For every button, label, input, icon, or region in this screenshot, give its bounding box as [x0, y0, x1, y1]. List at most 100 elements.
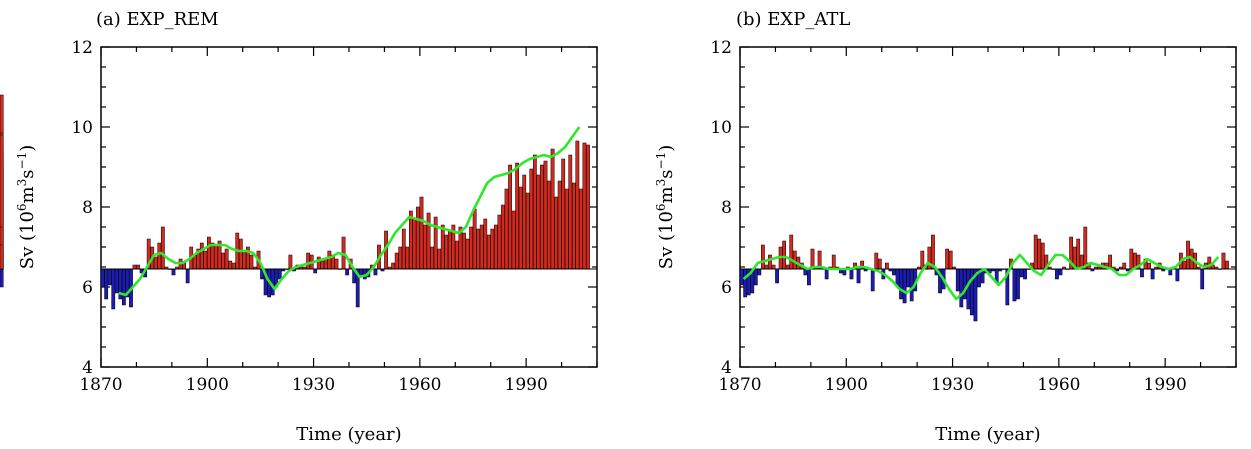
bar — [568, 154, 573, 270]
bar — [1140, 268, 1144, 278]
x-tick-label: 1870 — [718, 375, 761, 395]
plot-frame — [739, 46, 1237, 368]
x-axis-label: Time (year) — [935, 424, 1040, 445]
bar — [959, 268, 964, 308]
bar — [440, 224, 445, 270]
bar — [902, 268, 907, 304]
bar — [508, 164, 512, 270]
bar — [306, 252, 310, 270]
bar — [224, 248, 229, 270]
bar — [157, 242, 162, 270]
bar — [1055, 268, 1059, 280]
bar — [557, 180, 562, 270]
bar — [962, 268, 967, 300]
bar — [122, 268, 126, 306]
chart-title: (b) EXP_ATL — [736, 9, 850, 30]
bar — [476, 228, 481, 270]
bar — [1122, 262, 1127, 270]
bar — [423, 224, 427, 270]
bar — [966, 268, 971, 310]
bar — [504, 188, 509, 270]
bar — [0, 244, 4, 270]
bar — [920, 250, 925, 270]
bar — [743, 268, 748, 298]
bar — [877, 258, 882, 270]
bar — [334, 258, 339, 270]
x-tick-label: 1900 — [825, 375, 868, 395]
bar — [1019, 268, 1024, 278]
bar — [277, 268, 282, 280]
y-tick-labels: 4 6 8 10 12 — [71, 38, 93, 378]
bar — [785, 264, 790, 270]
bar — [970, 268, 974, 316]
bar — [1023, 268, 1027, 280]
bar — [561, 158, 566, 270]
bar — [1037, 238, 1042, 270]
bar — [114, 268, 119, 294]
bar — [104, 268, 109, 300]
bar — [1221, 252, 1226, 270]
bar — [359, 268, 364, 276]
bar — [1040, 242, 1045, 270]
bar — [515, 162, 520, 270]
bar — [909, 268, 914, 302]
bar — [899, 268, 903, 300]
bar — [547, 180, 551, 270]
bar — [288, 254, 293, 270]
bar — [444, 234, 449, 270]
bar-group — [0, 94, 590, 310]
bar — [945, 248, 949, 270]
bar — [486, 234, 491, 270]
bar — [1147, 262, 1151, 270]
x-tick-labels: 1870 1900 1930 1960 1990 — [718, 375, 1186, 395]
bar — [885, 262, 889, 270]
bar — [394, 252, 399, 270]
bar — [532, 154, 537, 270]
bar — [483, 218, 488, 270]
bar — [564, 188, 569, 270]
bar — [412, 218, 417, 270]
bar — [870, 268, 875, 292]
bar — [761, 244, 765, 270]
bar — [171, 268, 176, 276]
x-tick-label: 1900 — [186, 375, 229, 395]
bar — [160, 226, 165, 270]
x-tick-label: 1990 — [505, 375, 548, 395]
bar — [430, 246, 434, 270]
bar — [536, 174, 541, 270]
bar — [270, 268, 275, 296]
bar — [571, 182, 576, 270]
bar — [1076, 238, 1081, 270]
bar — [1012, 268, 1017, 302]
bar — [373, 268, 378, 276]
bar — [497, 214, 502, 270]
bar — [1083, 226, 1088, 270]
bar — [543, 160, 548, 270]
bar — [856, 268, 861, 284]
chart-title: (a) EXP_REM — [96, 9, 219, 30]
bar — [419, 196, 424, 270]
bar — [522, 174, 527, 270]
x-axis-label: Time (year) — [296, 424, 401, 445]
bar — [764, 264, 769, 270]
bar — [518, 186, 523, 270]
bar-group — [0, 226, 1229, 322]
y-tick-label: 8 — [82, 198, 93, 218]
y-tick-label: 12 — [71, 38, 93, 58]
bar — [782, 240, 787, 270]
y-tick-label: 4 — [721, 358, 732, 378]
bar — [398, 246, 403, 270]
bar — [472, 208, 477, 270]
bar — [824, 268, 829, 280]
bar — [313, 268, 318, 274]
bar — [1225, 260, 1229, 270]
bar — [892, 268, 896, 276]
bar — [494, 224, 498, 270]
bar — [221, 252, 225, 270]
bar — [579, 188, 583, 270]
x-tick-label: 1990 — [1144, 375, 1187, 395]
y-tick-label: 12 — [710, 38, 732, 58]
bar — [228, 260, 233, 270]
bar — [479, 224, 484, 270]
